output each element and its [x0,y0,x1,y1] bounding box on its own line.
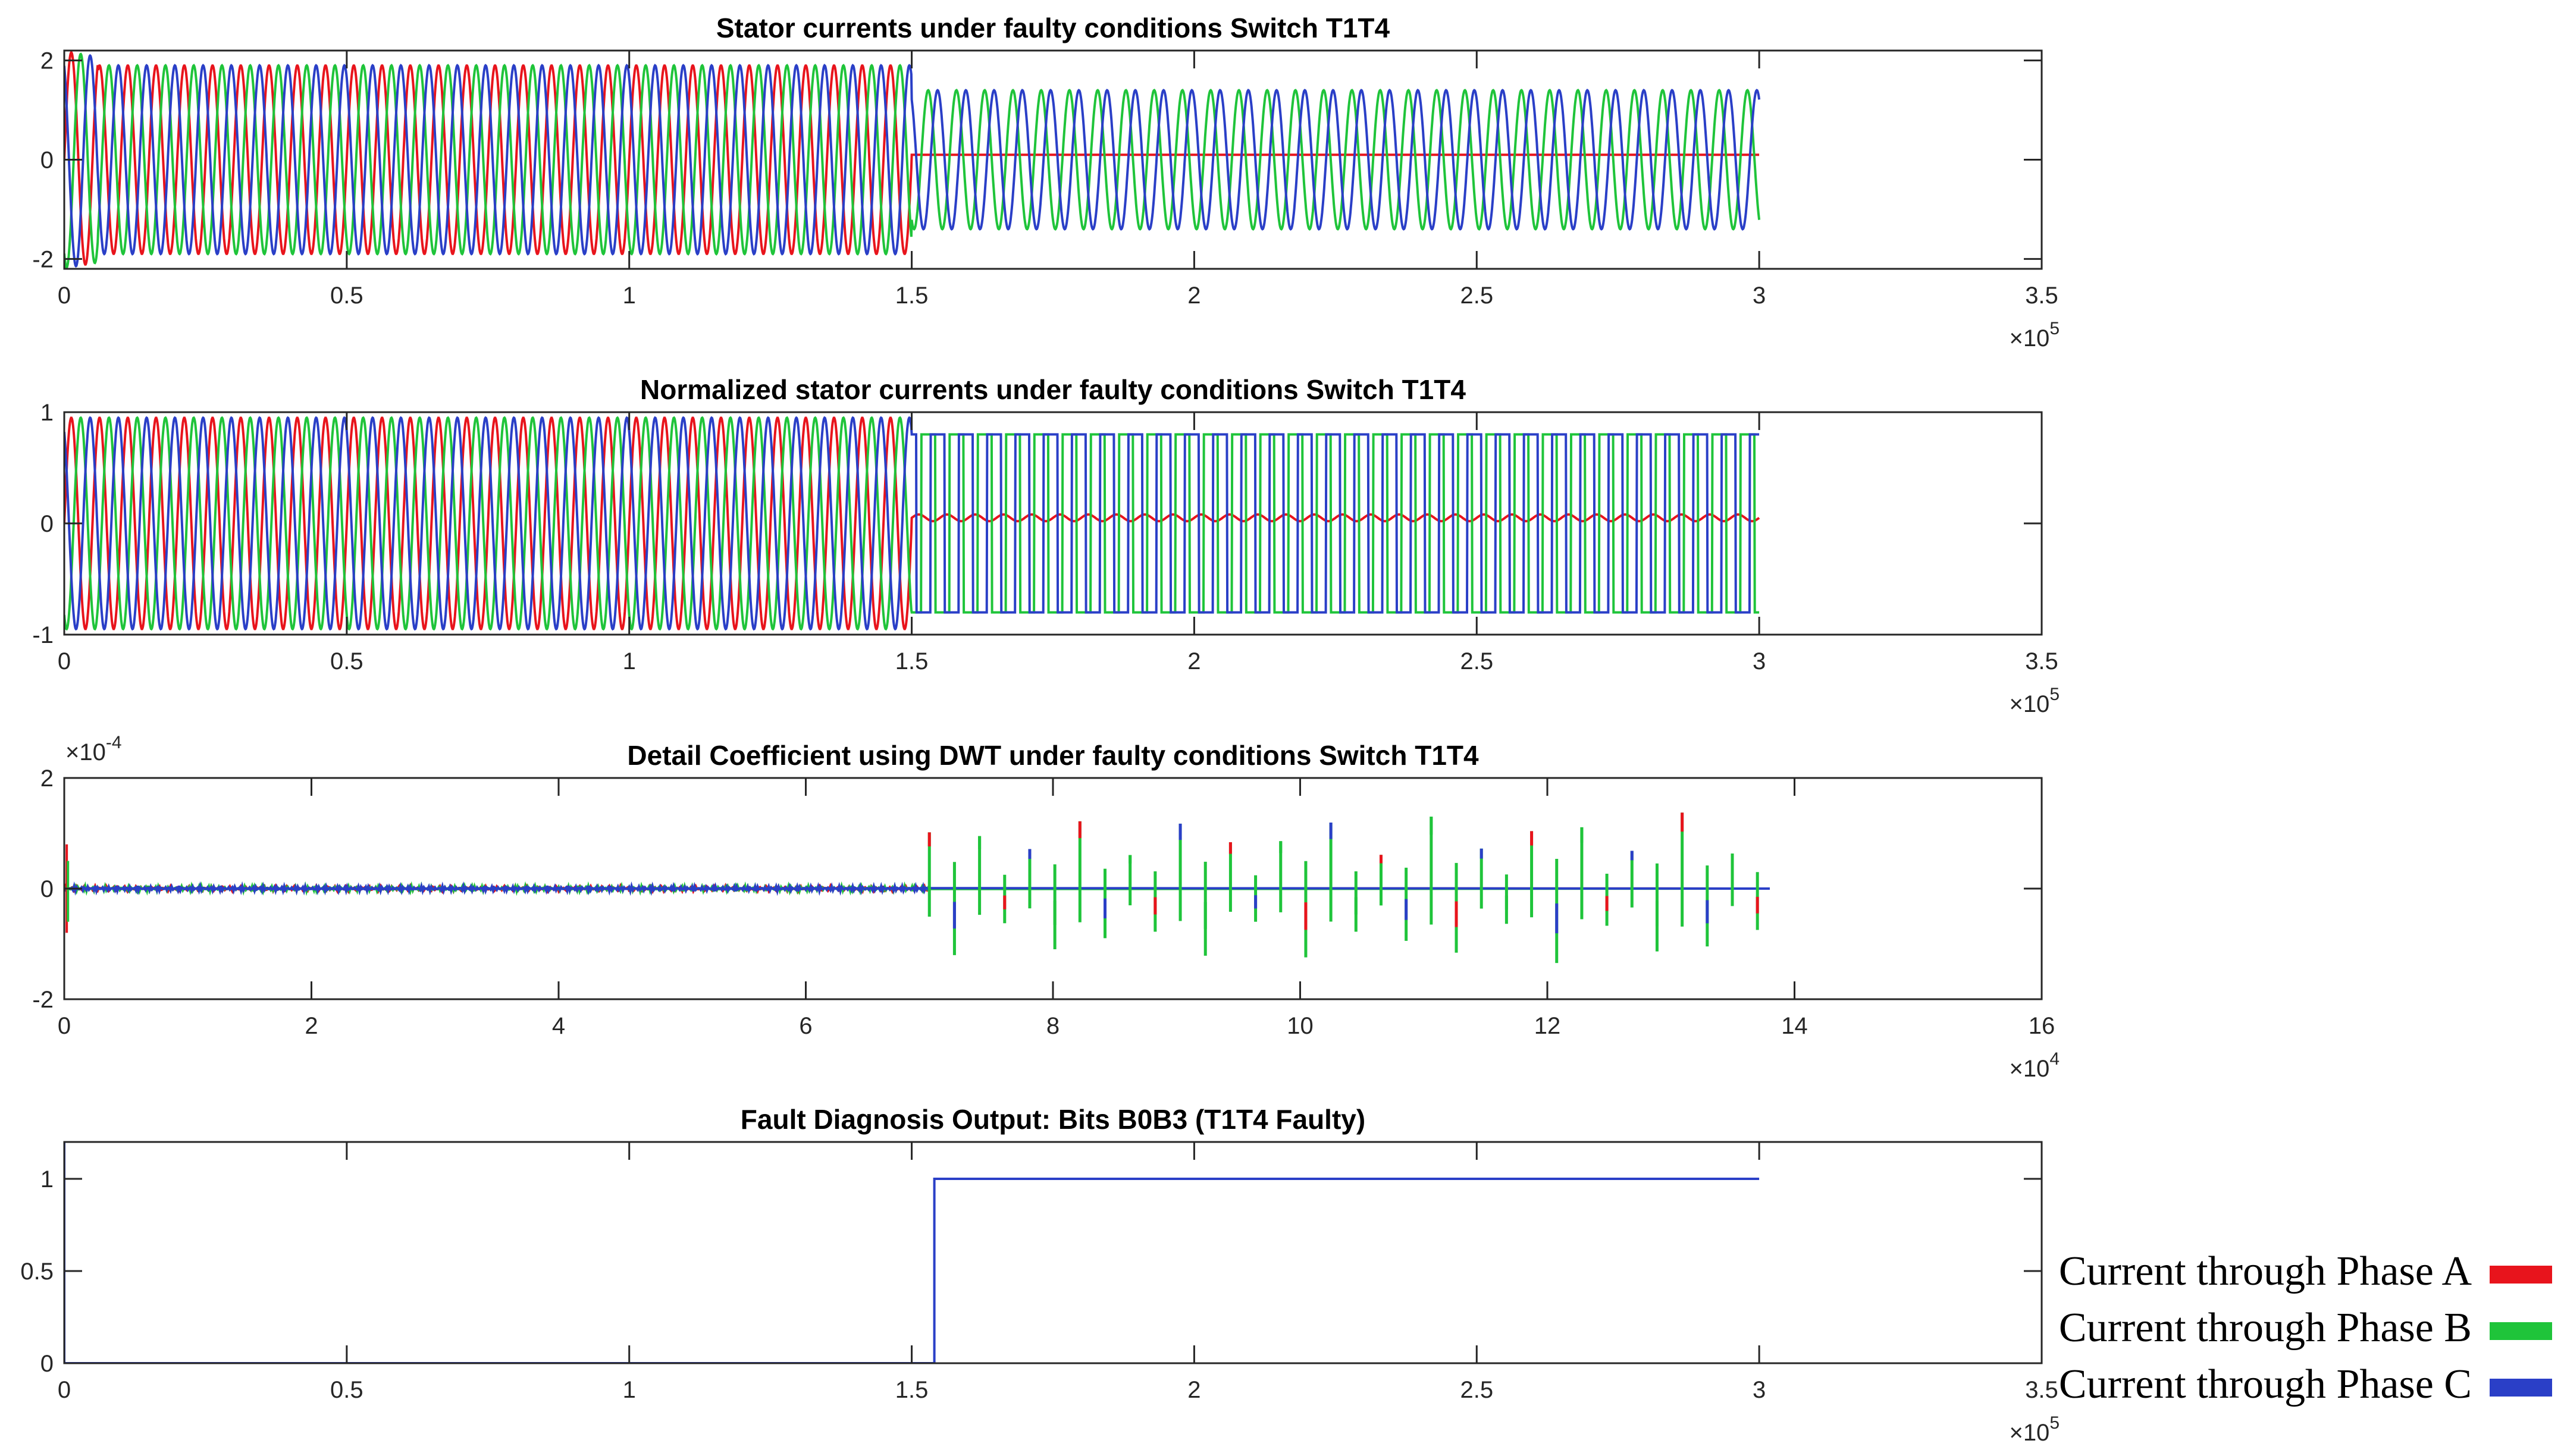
x-tick-label: 1.5 [895,283,929,309]
legend-entry: Current through Phase C [2059,1361,2552,1407]
y-tick-label: 0 [40,148,54,174]
x-tick-label: 14 [1781,1013,1808,1039]
x-tick-label: 2 [1187,648,1200,674]
chart-title: Detail Coefficient using DWT under fault… [627,740,1479,771]
x-tick-label: 2 [305,1013,318,1039]
series-line-phase-a [64,51,1760,266]
x-tick-label: 12 [1534,1013,1561,1039]
x-tick-label: 4 [552,1013,565,1039]
x-tick-label: 1 [623,1377,636,1403]
x-tick-label: 3 [1753,1377,1766,1403]
y-tick-label: 2 [40,765,54,792]
x-tick-label: 1.5 [895,1377,929,1403]
chart-title: Fault Diagnosis Output: Bits B0B3 (T1T4 … [741,1104,1365,1135]
x-tick-label: 2.5 [1460,1377,1493,1403]
x-tick-label: 1 [623,648,636,674]
x-tick-label: 0.5 [330,648,363,674]
x-tick-label: 0.5 [330,283,363,309]
plot-area [64,1142,2042,1363]
chart-title: Stator currents under faulty conditions … [716,12,1390,43]
x-tick-label: 1 [623,283,636,309]
y-tick-label: 1 [40,400,54,426]
x-tick-label: 2 [1187,1377,1200,1403]
legend-swatch [2490,1322,2552,1340]
x-tick-label: 10 [1287,1013,1314,1039]
x-tick-label: 0 [58,1377,71,1403]
x-tick-label: 0 [58,648,71,674]
x-tick-label: 8 [1046,1013,1060,1039]
legend-swatch [2490,1266,2552,1284]
chart-panel-2: Normalized stator currents under faulty … [32,374,2060,717]
x-tick-label: 3.5 [2025,1377,2058,1403]
series-line-phase-c [64,416,1760,631]
chart-panel-1: Stator currents under faulty conditions … [32,12,2060,352]
data-layer [64,416,1760,631]
y-tick-label: 0 [40,876,54,902]
y-tick-label: 0 [40,1351,54,1377]
legend-swatch [2490,1379,2552,1397]
x-tick-label: 6 [799,1013,812,1039]
x-tick-label: 1.5 [895,648,929,674]
x-exponent-label: ×105 [2009,1413,2060,1446]
data-layer [64,1142,1760,1363]
y-tick-label: 0 [40,511,54,537]
y-tick-label: -2 [32,987,54,1013]
legend: Current through Phase A Current through P… [2059,1248,2552,1407]
x-exponent-label: ×105 [2009,319,2060,352]
x-tick-label: 0.5 [330,1377,363,1403]
chart-panel-3: Detail Coefficient using DWT under fault… [32,733,2060,1082]
y-exponent-label: ×10-4 [65,733,122,765]
legend-label: Current through Phase A [2059,1248,2472,1294]
chart-title: Normalized stator currents under faulty … [640,374,1466,405]
series-line-phase-a [64,416,1760,630]
y-tick-label: 2 [40,48,54,74]
y-tick-label: 1 [40,1166,54,1193]
x-exponent-label: ×104 [2009,1049,2060,1082]
x-tick-label: 0 [58,1013,71,1039]
x-tick-label: 0 [58,283,71,309]
x-exponent-label: ×105 [2009,685,2060,717]
y-tick-label: -2 [32,246,54,272]
legend-entry: Current through Phase B [2059,1305,2552,1351]
chart-panel-4: Fault Diagnosis Output: Bits B0B3 (T1T4 … [20,1104,2060,1446]
series-line-phase-b [64,416,1760,631]
x-tick-label: 3 [1753,648,1766,674]
legend-entry: Current through Phase A [2059,1248,2552,1294]
x-tick-label: 2.5 [1460,283,1493,309]
y-tick-label: 0.5 [20,1259,54,1285]
x-tick-label: 3.5 [2025,648,2058,674]
legend-label: Current through Phase C [2059,1361,2472,1407]
x-tick-label: 2.5 [1460,648,1493,674]
data-layer [64,812,1770,964]
axes-frame [63,1141,2043,1364]
x-tick-label: 3 [1753,283,1766,309]
noise-floor-phase-c [64,881,1770,896]
series-line-phase-c [64,54,1761,268]
series-line-phase-b [64,52,1761,269]
y-tick-label: -1 [32,622,54,648]
legend-label: Current through Phase B [2059,1305,2472,1351]
x-tick-label: 3.5 [2025,283,2058,309]
series-line-fault-bit [64,1142,1760,1363]
data-layer [64,51,1761,269]
x-tick-label: 16 [2029,1013,2055,1039]
x-tick-label: 2 [1187,283,1200,309]
